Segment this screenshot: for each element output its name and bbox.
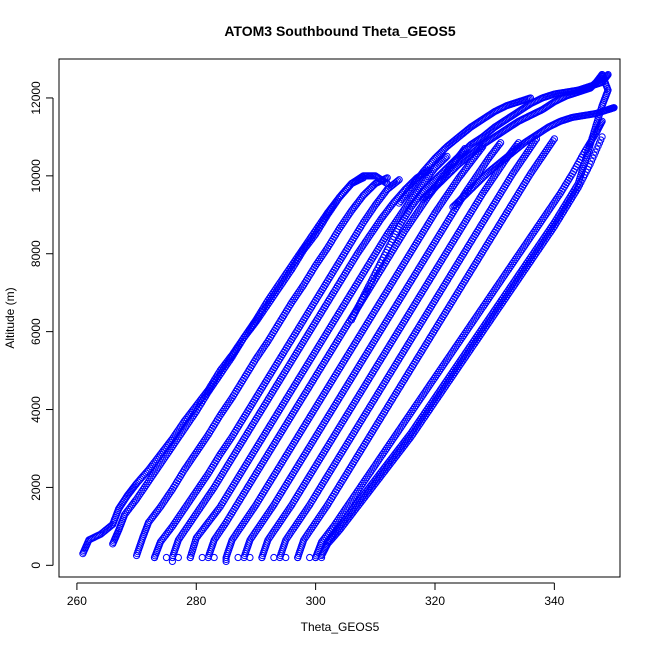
y-tick-label: 8000 — [29, 240, 43, 267]
data-point — [395, 176, 403, 184]
data-point — [162, 553, 171, 562]
data-point — [318, 553, 326, 562]
x-tick-label: 340 — [544, 594, 564, 608]
data-point — [442, 154, 450, 162]
data-point — [150, 553, 159, 562]
data-point — [443, 152, 451, 160]
data-point — [497, 139, 505, 147]
data-point — [246, 553, 254, 562]
plot-frame — [58, 58, 621, 578]
data-point — [186, 553, 194, 562]
data-point — [495, 140, 503, 149]
y-axis-label: Altitude (m) — [3, 287, 17, 348]
chart-title: ATOM3 Southbound Theta_GEOS5 — [224, 23, 455, 39]
data-point — [294, 553, 302, 562]
data-point — [258, 553, 266, 562]
y-tick-label: 0 — [29, 562, 43, 569]
data-point — [549, 137, 557, 145]
data-point — [597, 72, 605, 80]
data-point — [234, 553, 242, 562]
data-point — [610, 104, 618, 112]
x-tick-label: 320 — [425, 594, 445, 608]
data-point — [168, 557, 176, 566]
data-point — [174, 553, 182, 562]
data-point — [282, 553, 290, 562]
data-point — [359, 174, 367, 182]
x-axis-label: Theta_GEOS5 — [301, 620, 380, 634]
data-point — [550, 135, 558, 143]
y-tick-label: 2000 — [29, 474, 43, 501]
data-point — [394, 177, 402, 185]
data-point — [598, 133, 606, 141]
data-point — [526, 94, 535, 102]
x-tick-label: 280 — [186, 594, 206, 608]
data-point — [306, 553, 314, 562]
x-tick-label: 260 — [67, 594, 87, 608]
y-tick-label: 4000 — [29, 396, 43, 423]
axes-layer: 260 280 300 320 340 0 2000 4000 6000 8000 10000 120… — [29, 81, 565, 608]
data-point — [222, 555, 230, 564]
y-tick-label: 12000 — [29, 81, 43, 115]
data-point — [222, 557, 230, 566]
data-point — [210, 553, 218, 562]
x-tick-label: 300 — [306, 594, 326, 608]
points-layer — [79, 70, 618, 566]
y-tick-label: 10000 — [29, 159, 43, 193]
y-tick-label: 6000 — [29, 318, 43, 345]
data-point — [383, 174, 391, 182]
data-point — [598, 70, 606, 79]
data-point — [198, 553, 206, 562]
data-point — [270, 553, 278, 562]
data-point — [597, 71, 606, 80]
